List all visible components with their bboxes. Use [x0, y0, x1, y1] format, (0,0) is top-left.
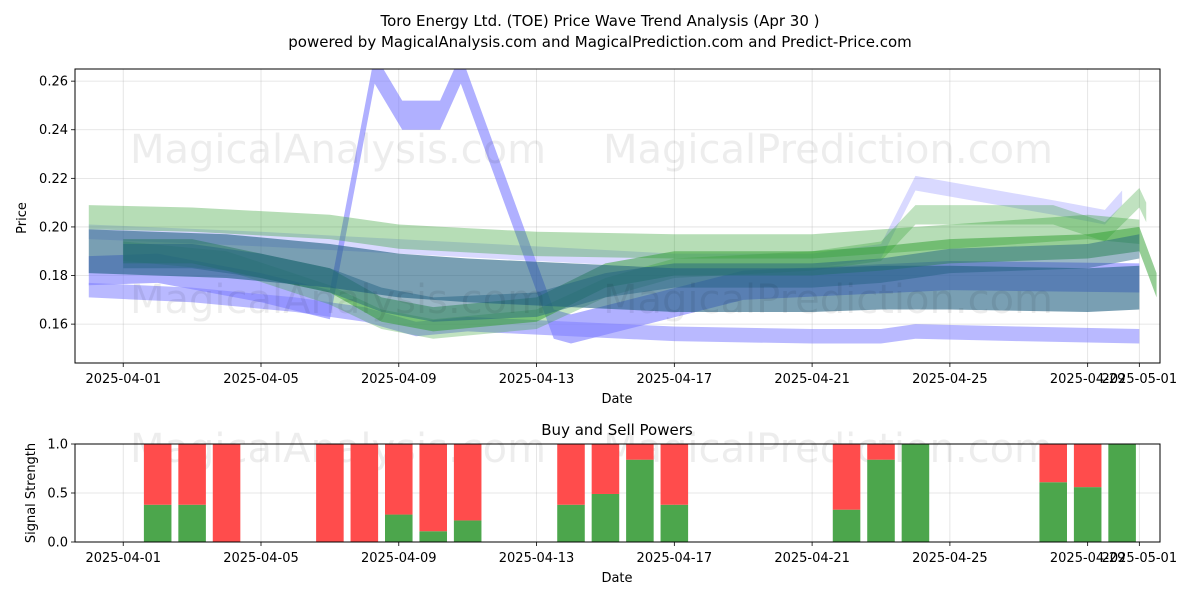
sell-bar — [660, 444, 689, 505]
sell-bar — [178, 444, 206, 505]
buy-bar — [419, 531, 447, 542]
sell-bar — [316, 444, 344, 542]
price-x-tick-label: 2025-05-01 — [1102, 372, 1178, 387]
price-x-tick-label: 2025-04-13 — [499, 372, 575, 387]
signal-x-tick-label: 2025-04-17 — [637, 551, 713, 566]
price-y-tick-label: 0.26 — [39, 75, 68, 90]
signal-x-tick-label: 2025-04-29 — [1050, 551, 1126, 566]
signal-axes: 2025-04-01 2025-04-05 2025-04-09 2025-04-13… — [47, 438, 1177, 567]
signal-x-tick-label: 2025-04-25 — [912, 551, 988, 566]
price-plot-frame — [74, 68, 1161, 364]
buy-bar — [1108, 444, 1136, 542]
price-watermark-1: MagicalAnalysis.com — [130, 127, 546, 173]
buy-bar — [591, 493, 620, 542]
buy-bar — [1039, 482, 1067, 542]
sell-bar — [212, 444, 241, 542]
sell-bar — [350, 444, 379, 542]
sell-bar — [832, 444, 861, 510]
price-y-tick-label: 0.22 — [39, 172, 68, 187]
price-band-dark-wave-base — [88, 229, 1140, 312]
signal-x-tick-label: 2025-04-05 — [223, 551, 299, 566]
buy-bar — [178, 504, 206, 542]
buy-bar — [660, 504, 689, 542]
signal-y-tick-label: 0.5 — [47, 487, 68, 502]
sell-bar — [591, 444, 620, 494]
sell-bar — [453, 444, 482, 521]
price-y-axis-label: Price — [15, 202, 30, 234]
signal-x-tick-label: 2025-04-13 — [499, 551, 575, 566]
price-band-dark-wave-upper — [123, 234, 1140, 322]
sell-bar — [1073, 444, 1102, 488]
sell-bar — [557, 444, 585, 505]
sell-bar — [419, 444, 447, 532]
signal-x-axis-label: Date — [601, 571, 632, 586]
signal-x-tick-label: 2025-04-01 — [85, 551, 161, 566]
price-watermark-4: MagicalPrediction.com — [603, 277, 1053, 323]
buy-bar — [385, 514, 413, 542]
price-watermark-2: MagicalPrediction.com — [603, 127, 1053, 173]
buy-bar — [143, 504, 172, 542]
buy-bar — [901, 444, 930, 542]
buy-bar — [453, 520, 482, 542]
price-band-blue-wave-upper — [88, 175, 1123, 269]
price-wave-series — [88, 69, 1157, 344]
price-x-tick-label: 2025-04-01 — [85, 372, 161, 387]
buy-bar — [557, 504, 585, 542]
price-axes: 2025-04-01 2025-04-05 2025-04-09 2025-04-13… — [39, 75, 1177, 387]
price-y-tick-label: 0.20 — [39, 220, 68, 235]
price-y-tick-label: 0.24 — [39, 123, 68, 138]
sell-bar — [143, 444, 172, 505]
buy-bar — [832, 509, 861, 542]
signal-chart-title: Buy and Sell Powers — [541, 421, 693, 439]
signal-y-tick-label: 0.0 — [47, 536, 68, 551]
sell-bar — [1039, 444, 1067, 483]
buy-bar — [867, 459, 895, 542]
figure-title-line1: Toro Energy Ltd. (TOE) Price Wave Trend … — [379, 12, 819, 30]
buy-bar — [1073, 487, 1102, 542]
price-x-tick-label: 2025-04-05 — [223, 372, 299, 387]
signal-y-tick-label: 1.0 — [47, 438, 68, 453]
price-y-tick-label: 0.18 — [39, 269, 68, 284]
price-x-tick-label: 2025-04-21 — [774, 372, 850, 387]
signal-panel: Buy and Sell Powers MagicalAnalysis.com … — [24, 421, 1177, 586]
figure-title-line2: powered by MagicalAnalysis.com and Magic… — [288, 33, 912, 51]
signal-x-tick-label: 2025-05-01 — [1102, 551, 1178, 566]
signal-y-axis-label: Signal Strength — [24, 443, 39, 543]
signal-x-tick-label: 2025-04-21 — [774, 551, 850, 566]
sell-bar — [867, 444, 895, 460]
buy-bar — [626, 459, 654, 542]
price-panel: MagicalAnalysis.com MagicalPrediction.co… — [15, 68, 1177, 407]
price-y-tick-label: 0.16 — [39, 318, 68, 333]
price-band-blue-wave-lower — [88, 282, 1140, 344]
signal-x-tick-label: 2025-04-09 — [361, 551, 437, 566]
sell-bar — [385, 444, 413, 515]
signal-bars — [143, 444, 1136, 542]
price-x-tick-label: 2025-04-25 — [912, 372, 988, 387]
sell-bar — [626, 444, 654, 460]
price-band-green-wave-upper — [88, 205, 1140, 259]
price-x-tick-label: 2025-04-17 — [637, 372, 713, 387]
price-x-tick-label: 2025-04-29 — [1050, 372, 1126, 387]
price-watermark-3: MagicalAnalysis.com — [130, 277, 546, 323]
price-x-tick-label: 2025-04-09 — [361, 372, 437, 387]
price-x-axis-label: Date — [601, 392, 632, 407]
